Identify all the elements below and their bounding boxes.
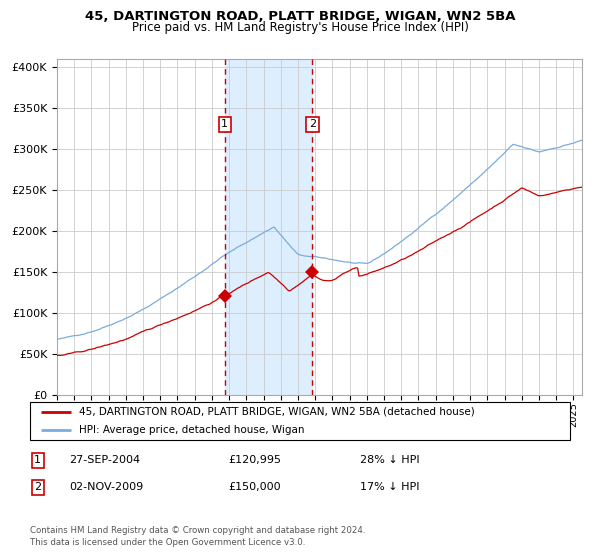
- Text: 2: 2: [309, 119, 316, 129]
- Text: 17% ↓ HPI: 17% ↓ HPI: [360, 482, 419, 492]
- Text: 02-NOV-2009: 02-NOV-2009: [69, 482, 143, 492]
- Text: 1: 1: [34, 455, 41, 465]
- Text: 28% ↓ HPI: 28% ↓ HPI: [360, 455, 419, 465]
- Text: 2: 2: [34, 482, 41, 492]
- Text: This data is licensed under the Open Government Licence v3.0.: This data is licensed under the Open Gov…: [30, 538, 305, 547]
- Text: Contains HM Land Registry data © Crown copyright and database right 2024.: Contains HM Land Registry data © Crown c…: [30, 526, 365, 535]
- Text: £120,995: £120,995: [228, 455, 281, 465]
- Text: 27-SEP-2004: 27-SEP-2004: [69, 455, 140, 465]
- Text: Price paid vs. HM Land Registry's House Price Index (HPI): Price paid vs. HM Land Registry's House …: [131, 21, 469, 34]
- Text: 45, DARTINGTON ROAD, PLATT BRIDGE, WIGAN, WN2 5BA (detached house): 45, DARTINGTON ROAD, PLATT BRIDGE, WIGAN…: [79, 407, 475, 417]
- Text: HPI: Average price, detached house, Wigan: HPI: Average price, detached house, Wiga…: [79, 425, 304, 435]
- Bar: [225, 59, 313, 395]
- Text: 1: 1: [221, 119, 229, 129]
- Text: 45, DARTINGTON ROAD, PLATT BRIDGE, WIGAN, WN2 5BA: 45, DARTINGTON ROAD, PLATT BRIDGE, WIGAN…: [85, 10, 515, 23]
- FancyBboxPatch shape: [30, 402, 570, 440]
- Text: £150,000: £150,000: [228, 482, 281, 492]
